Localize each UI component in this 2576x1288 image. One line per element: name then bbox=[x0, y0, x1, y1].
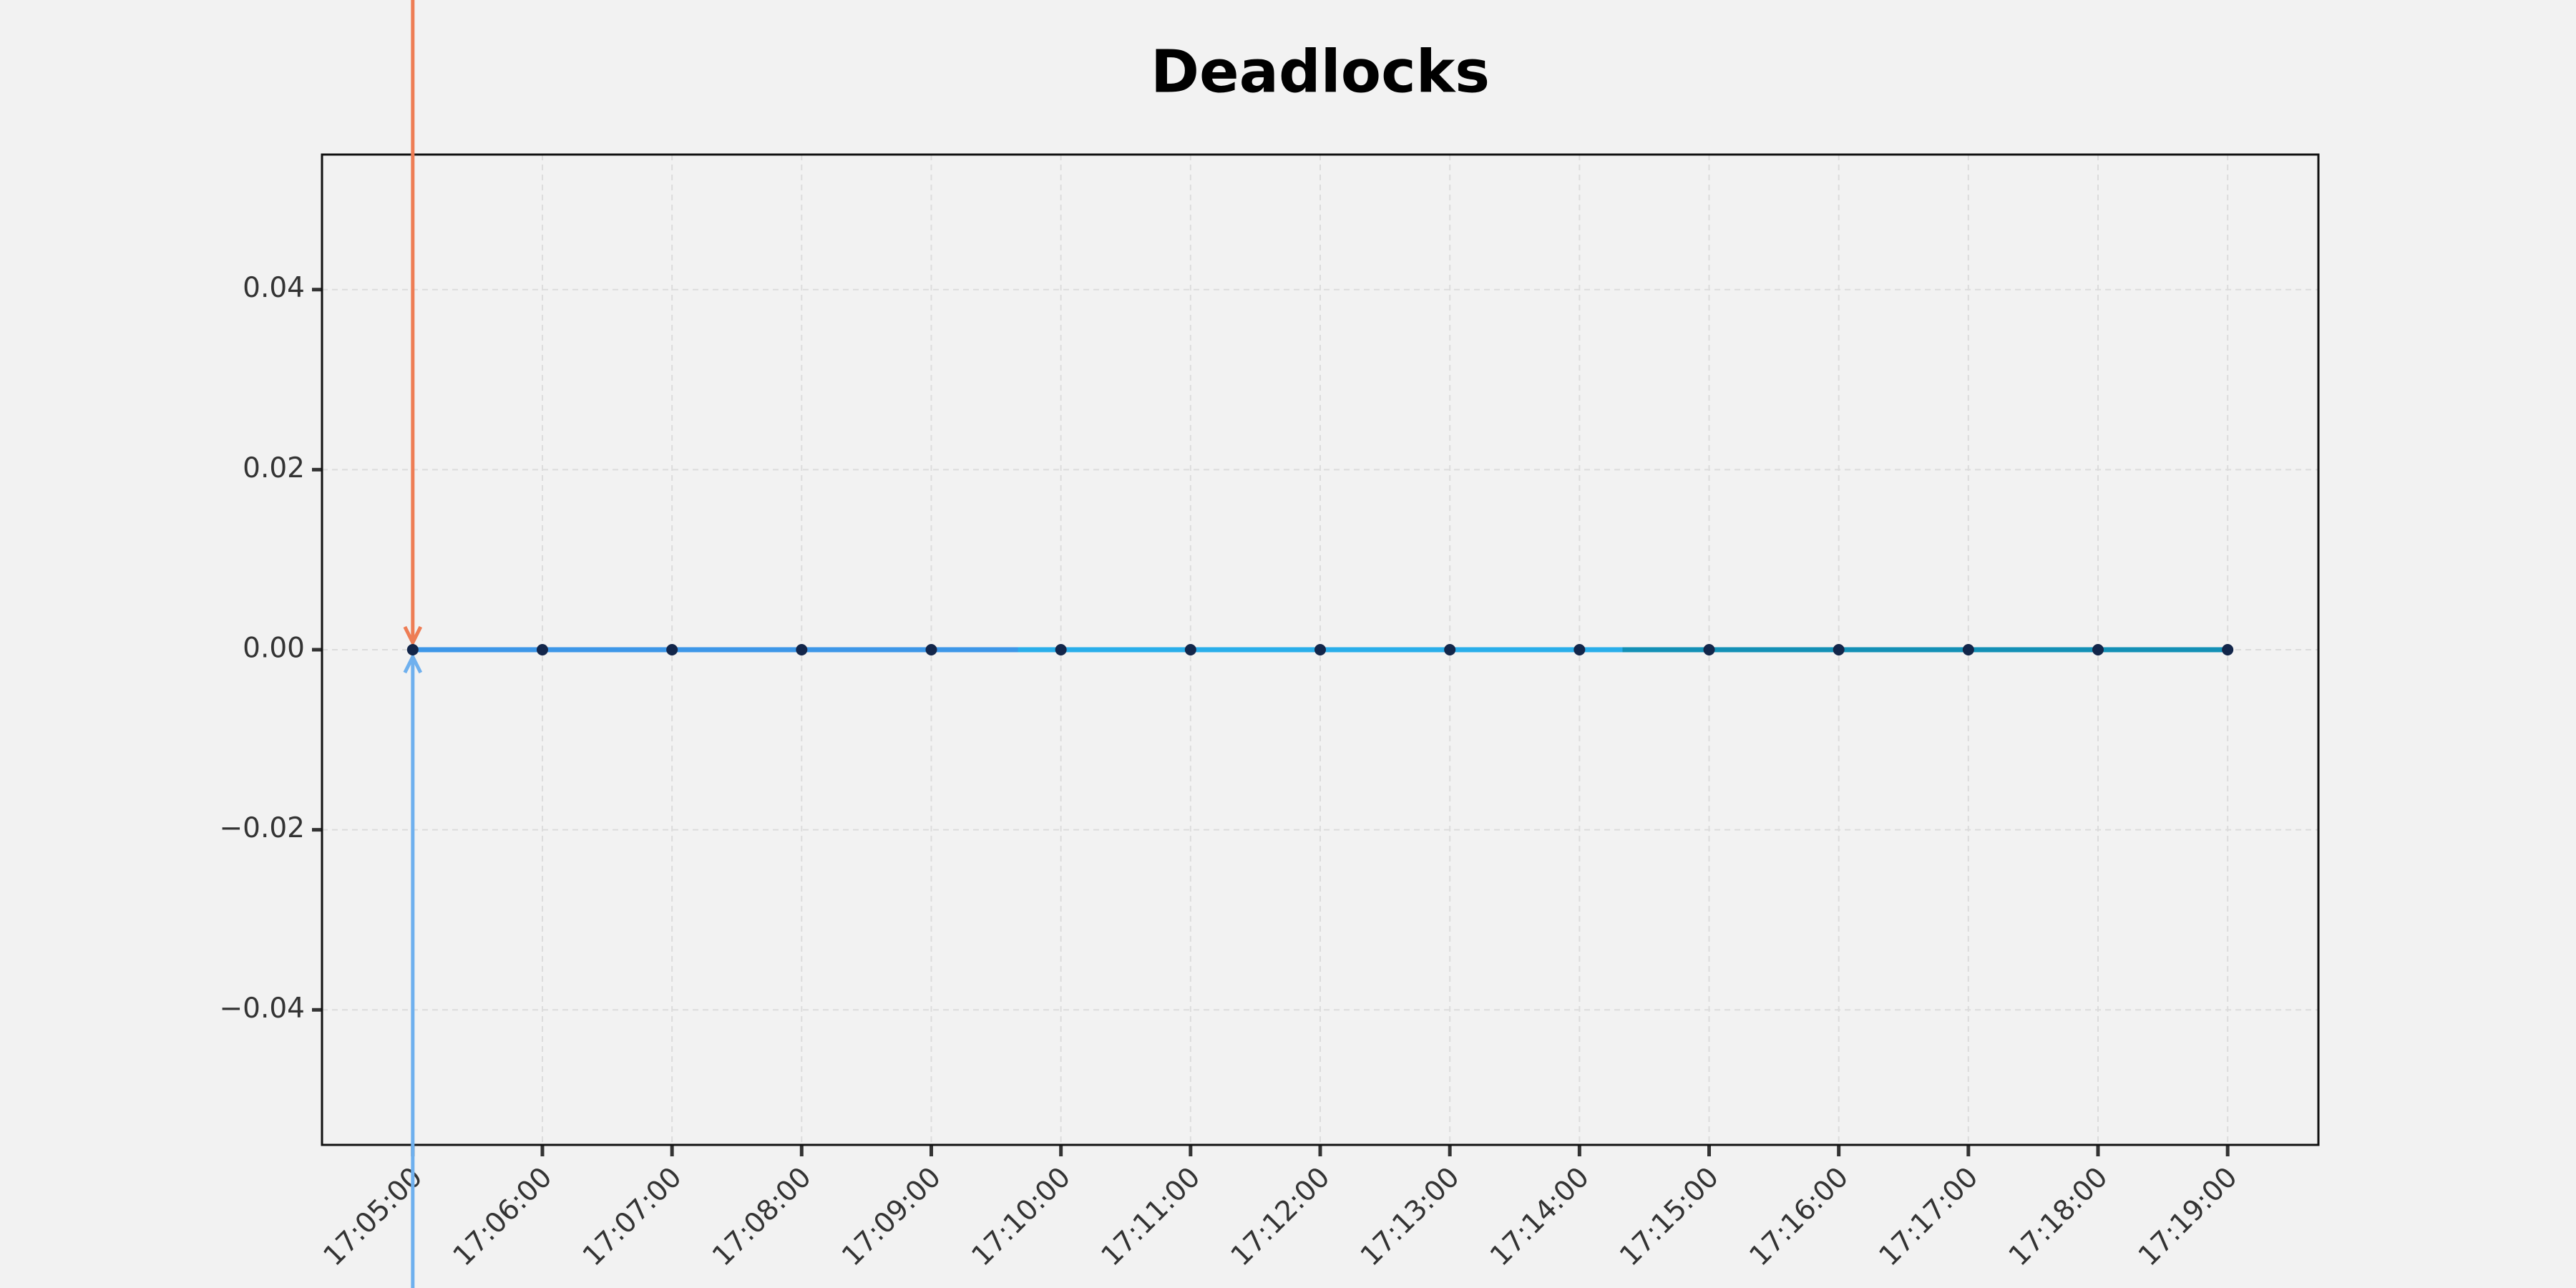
plot-frame bbox=[321, 153, 2320, 1146]
marker bbox=[796, 644, 808, 655]
marker bbox=[1703, 644, 1715, 655]
arrow-head bbox=[403, 625, 423, 647]
marker bbox=[925, 644, 937, 655]
y-tick-label: −0.02 bbox=[219, 812, 305, 844]
marker bbox=[406, 644, 419, 655]
marker bbox=[1833, 644, 1845, 655]
marker bbox=[1574, 644, 1586, 655]
marker bbox=[536, 644, 548, 655]
y-tick-label: 0.04 bbox=[243, 272, 305, 304]
marker bbox=[2222, 644, 2234, 655]
chart-title: Deadlocks bbox=[1151, 38, 1490, 106]
marker bbox=[1314, 644, 1326, 655]
y-tick-label: 0.02 bbox=[243, 452, 305, 484]
y-tick-label: 0.00 bbox=[243, 633, 305, 665]
marker bbox=[1962, 644, 1974, 655]
marker bbox=[2092, 644, 2104, 655]
marker bbox=[1444, 644, 1456, 655]
arrow-head bbox=[403, 653, 423, 674]
marker bbox=[666, 644, 678, 655]
marker bbox=[1184, 644, 1196, 655]
marker bbox=[1055, 644, 1067, 655]
y-tick-label: −0.04 bbox=[219, 992, 305, 1025]
